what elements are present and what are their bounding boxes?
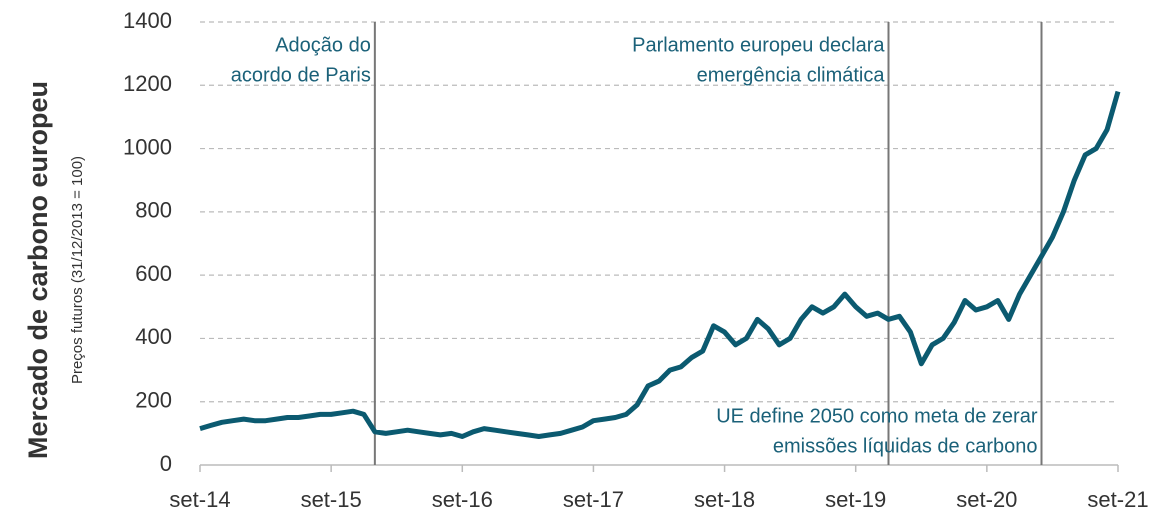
y-tick-label: 200 xyxy=(135,388,172,413)
y-tick-label: 1200 xyxy=(123,71,172,96)
x-tick-label: set-14 xyxy=(169,487,230,512)
y-tick-label: 1400 xyxy=(123,8,172,33)
annotation: UE define 2050 como meta de zerar xyxy=(716,405,1038,427)
annotation: Parlamento europeu declara xyxy=(632,34,885,56)
price-line xyxy=(199,90,1121,439)
y-tick-label: 1000 xyxy=(123,134,172,159)
x-tick-label: set-15 xyxy=(301,487,362,512)
x-tick-label: set-17 xyxy=(563,487,624,512)
annotation: emergência climática xyxy=(697,64,886,86)
chart-title: Mercado de carbono europeu xyxy=(23,81,53,459)
chart-subtitle: Preços futuros (31/12/2013 = 100) xyxy=(69,156,86,384)
x-tick-label: set-19 xyxy=(825,487,886,512)
annotation: emissões líquidas de carbono xyxy=(773,435,1038,457)
y-tick-label: 0 xyxy=(160,451,172,476)
x-tick-label: set-21 xyxy=(1087,487,1148,512)
x-tick-label: set-18 xyxy=(694,487,755,512)
y-tick-label: 600 xyxy=(135,261,172,286)
x-tick-label: set-20 xyxy=(956,487,1017,512)
y-tick-label: 400 xyxy=(135,324,172,349)
y-tick-label: 800 xyxy=(135,198,172,223)
x-tick-label: set-16 xyxy=(432,487,493,512)
annotation: Adoção do xyxy=(275,34,371,56)
annotation: acordo de Paris xyxy=(231,64,371,86)
